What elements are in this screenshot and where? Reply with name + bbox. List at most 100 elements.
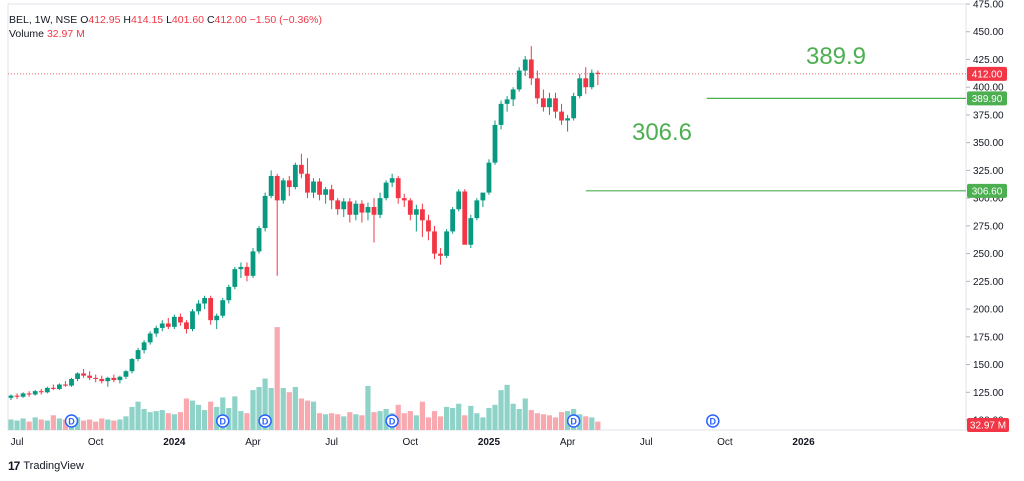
volume-bar [371,412,377,430]
candle-body [69,378,74,386]
candle-body [371,207,377,215]
volume-bar [359,415,365,430]
level-axis-label: 306.60 [972,186,1003,197]
volume-bar [93,421,99,430]
price-tick-label: 150.00 [973,360,1004,371]
volume-bar [238,411,244,430]
price-tick-label: 450.00 [973,27,1004,38]
price-tick-label: 475.00 [973,0,1004,11]
candle-body [456,191,462,210]
legend-volume: 32.97 M [46,28,85,40]
price-tick-label: 250.00 [973,249,1004,260]
dividend-marker-label: D [262,417,269,427]
time-axis-label: 2025 [478,437,501,448]
candle-body [286,180,292,188]
legend-open: 412.95 [88,14,121,26]
volume-bar [456,403,462,430]
candle-body [99,378,105,382]
candle-body [510,89,516,100]
candle-body [462,191,468,245]
volume-bar [595,421,601,430]
candle-body [44,387,50,393]
volume-bar [492,404,498,430]
volume-bar [462,415,468,430]
candle-body [323,189,328,195]
volume-bar [159,410,165,430]
legend-low: 401.60 [171,14,205,26]
volume-bar [99,418,105,430]
time-axis-label: Jul [11,437,24,448]
candle-body [571,96,577,119]
volume-bar [407,411,413,430]
volume-bar [444,406,450,430]
volume-bar [450,407,456,430]
dividend-marker-icon [216,414,230,428]
candle-body [480,192,486,201]
candle-body [516,70,522,90]
candle-body [105,377,111,382]
candle-body [389,178,395,183]
volume-bar [335,414,341,430]
price-tick-label: 300.00 [973,194,1004,205]
candle-body [14,395,20,397]
candle-body [75,373,80,379]
candle-body [413,209,419,215]
candle-body [196,303,201,312]
volume-bar [377,411,383,430]
legend-volume-row: Volume 32.97 M [9,27,322,41]
volume-bar [419,401,425,430]
time-axis-label: Apr [560,437,576,448]
dividend-marker-icon [258,414,272,428]
volume-bar [262,378,268,430]
time-axis-label: 2024 [163,437,186,448]
candle-body [347,201,353,215]
candle-body [426,220,431,232]
candle-body [359,203,365,213]
candle-body [299,164,304,174]
price-tick-label: 200.00 [973,305,1004,316]
candle-body [595,72,601,74]
volume-bar [528,410,534,430]
volume-bar [280,388,286,430]
time-axis-label: Oct [88,437,104,448]
candle-body [93,377,99,379]
time-axis-label: Oct [403,437,419,448]
volume-bar [171,414,177,430]
tradingview-brand[interactable]: 17 TradingView [8,459,84,473]
volume-bar [468,405,474,430]
candle-body [81,373,86,376]
volume-bar [81,420,87,430]
legend-close: 412.00 [214,14,247,26]
dividend-marker-icon [64,414,79,428]
price-tick-label: 125.00 [973,388,1004,399]
volume-bar [546,415,553,430]
candle-body [250,251,256,276]
volume-bar [153,411,159,430]
candle-body [553,98,558,112]
volume-bar [117,419,123,430]
candle-body [274,175,280,201]
volume-bar [589,417,595,430]
candle-body [468,218,474,245]
price-tick-label: 275.00 [973,221,1004,232]
candle-body [438,253,443,256]
volume-bar [552,417,559,430]
volume-bar [26,421,32,430]
candle-body [486,162,492,193]
candle-body [232,269,238,287]
time-axis-label: 2026 [792,437,815,448]
volume-bar [401,413,407,430]
legend-high-label: H [123,14,132,26]
volume-bar [183,398,190,430]
candle-body [32,391,38,395]
volume-bar [310,401,317,430]
price-tick-label: 350.00 [973,138,1004,149]
volume-bar [189,400,196,430]
volume-bar [425,417,432,430]
volume-bar [480,417,486,430]
legend-high: 414.15 [131,14,164,26]
dividend-marker-icon [566,414,581,428]
volume-bar [316,413,323,430]
last-price-label: 412.00 [972,69,1003,80]
